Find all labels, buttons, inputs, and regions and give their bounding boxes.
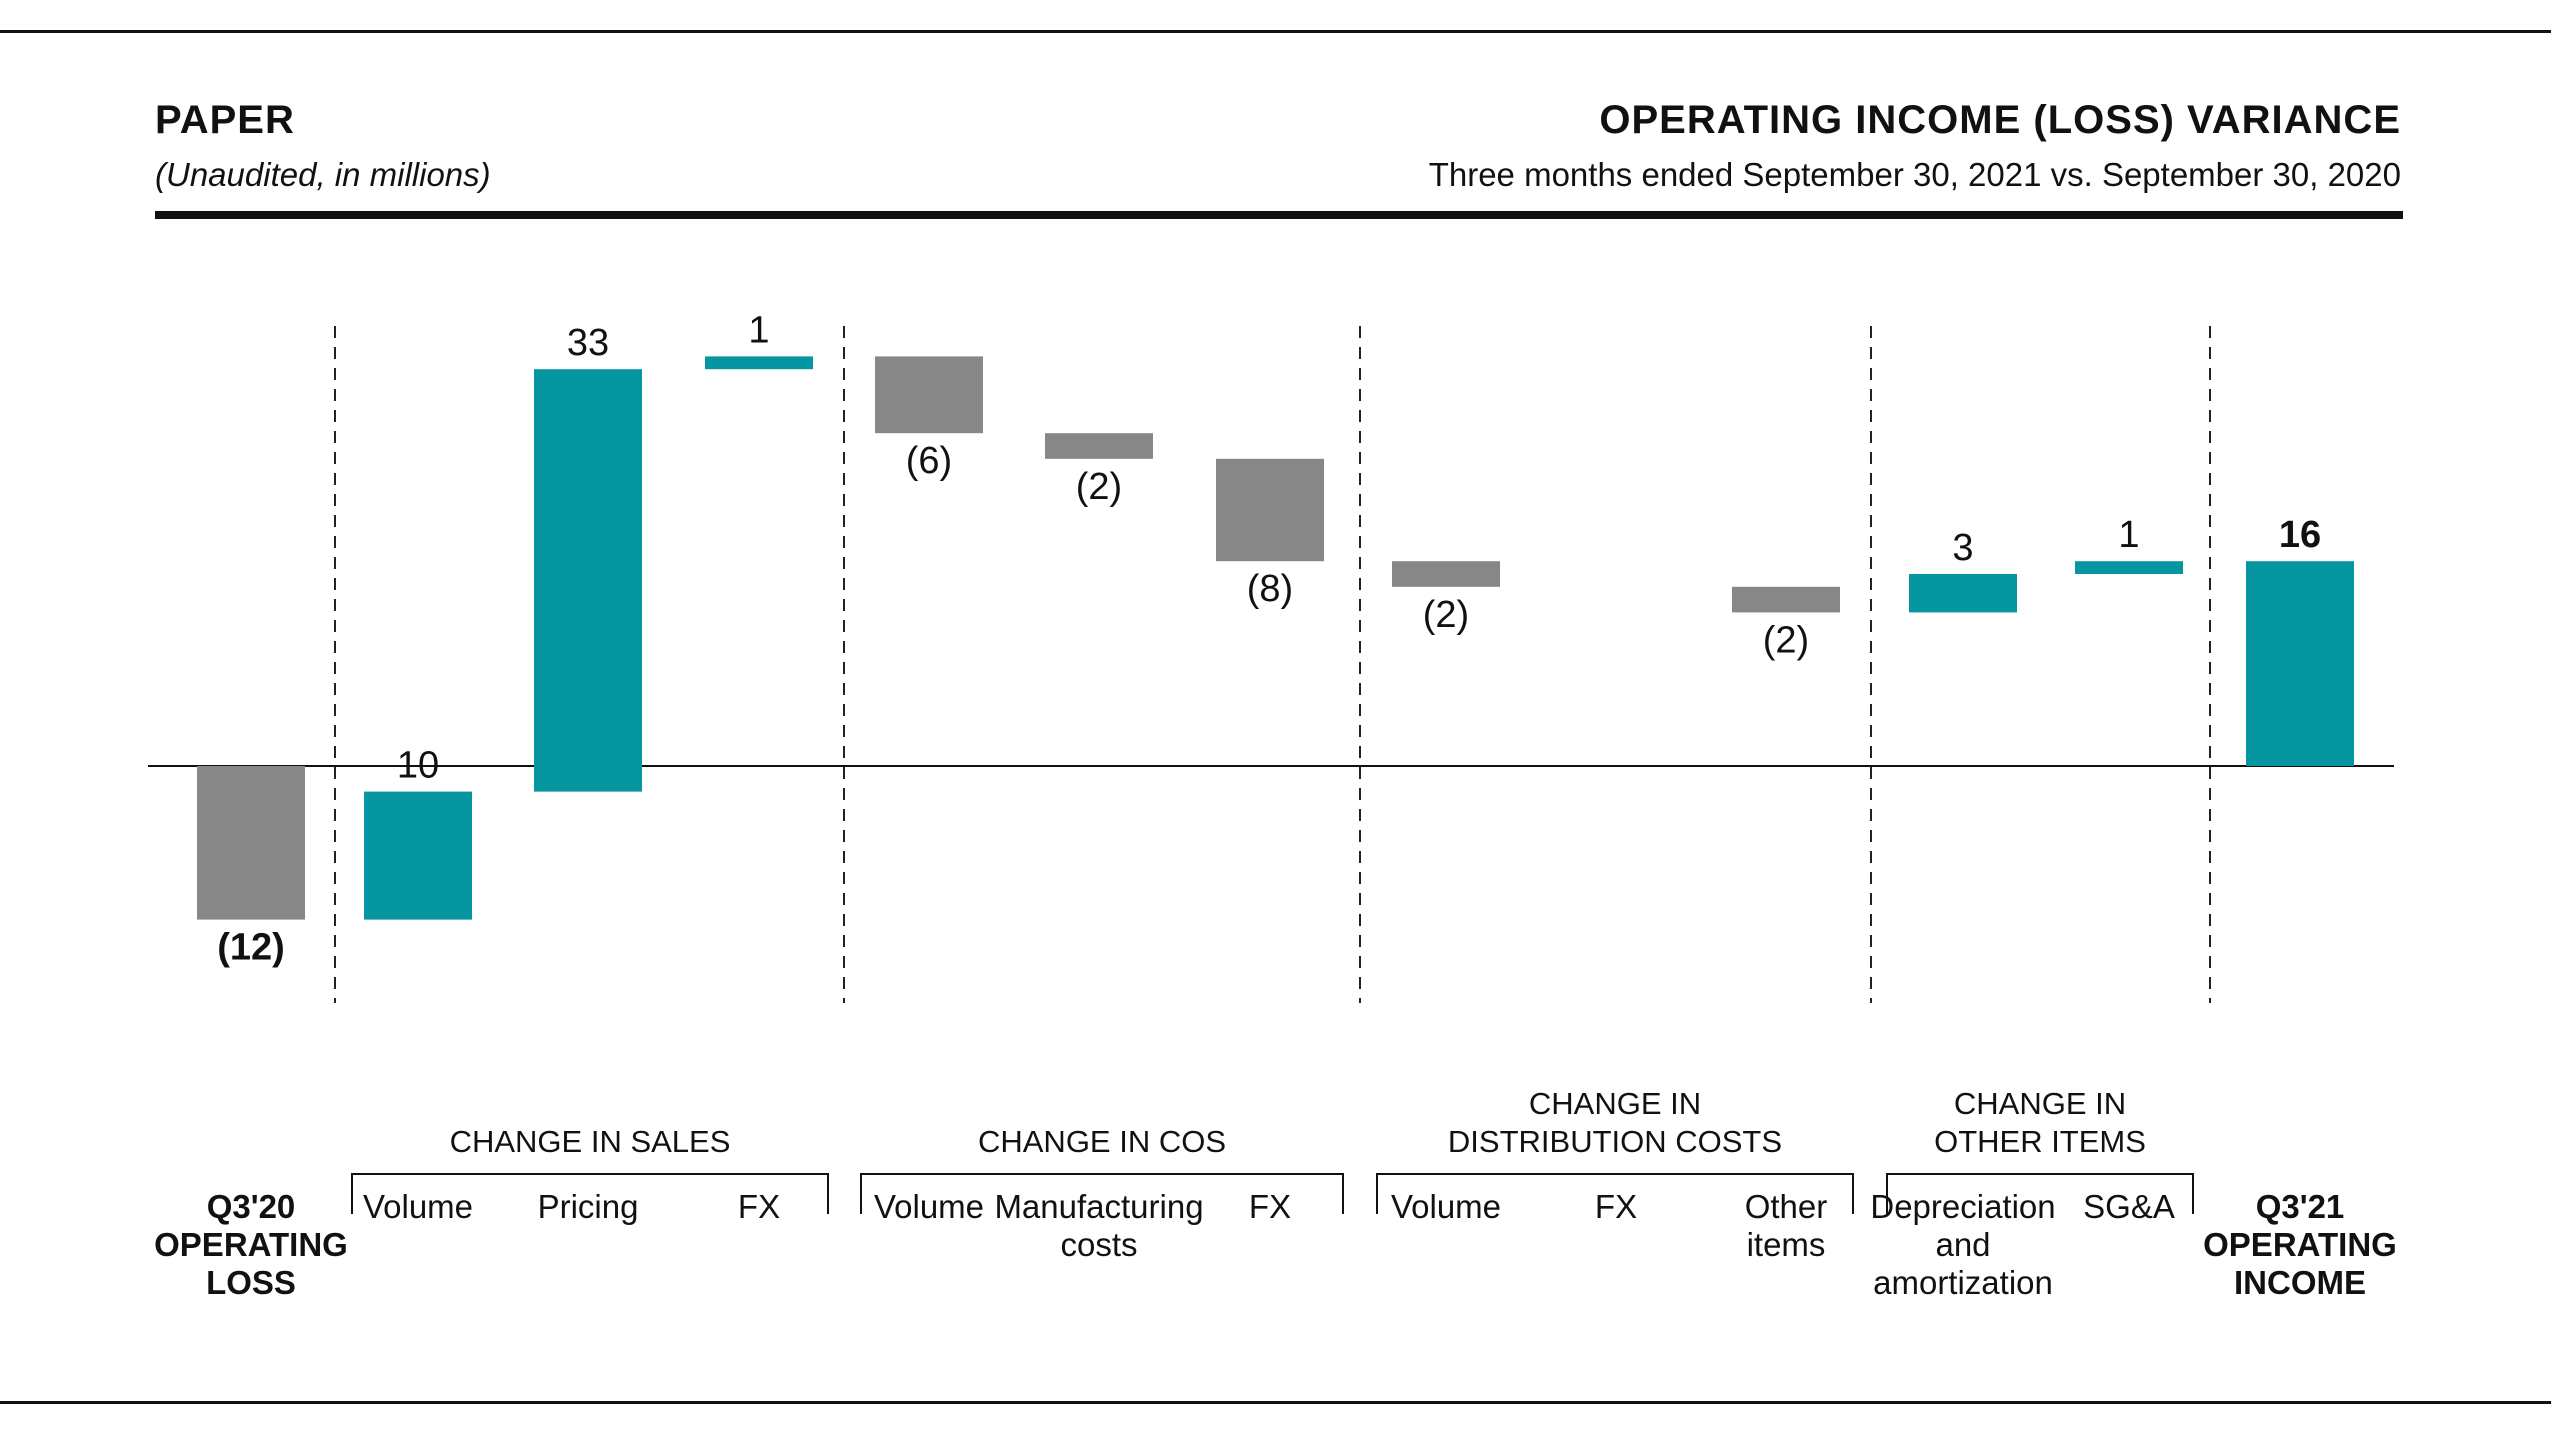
bar-6 — [1216, 458, 1324, 562]
bar-3 — [705, 356, 813, 370]
category-label-3-0: FX — [738, 1188, 780, 1225]
category-label-4-0: Volume — [874, 1188, 984, 1225]
category-label-10-2: amortization — [1873, 1264, 2053, 1301]
bar-1 — [364, 791, 472, 920]
bar-12 — [2246, 561, 2354, 766]
group-bracket-1 — [860, 1173, 1344, 1214]
bar-4 — [875, 356, 983, 434]
value-label-0: (12) — [217, 927, 285, 969]
category-label-5-1: costs — [1060, 1226, 1137, 1263]
category-label-12-1: OPERATING — [2203, 1226, 2397, 1263]
group-label-2-1: DISTRIBUTION COSTS — [1448, 1124, 1782, 1159]
bar-11 — [2075, 561, 2183, 574]
category-label-5-0: Manufacturing — [994, 1188, 1203, 1225]
value-label-12: 16 — [2279, 514, 2321, 556]
category-label-1-0: Volume — [363, 1188, 473, 1225]
bar-2 — [534, 369, 642, 792]
group-bracket-2 — [1376, 1173, 1854, 1214]
group-label-0-0: CHANGE IN SALES — [450, 1124, 731, 1159]
bar-0 — [197, 766, 305, 920]
value-label-5: (2) — [1076, 466, 1122, 508]
bar-9 — [1732, 586, 1840, 613]
category-label-0-0: Q3'20 — [207, 1188, 296, 1225]
group-separators — [334, 326, 2211, 1003]
category-label-0-2: LOSS — [206, 1264, 296, 1301]
category-label-7-0: Volume — [1391, 1188, 1501, 1225]
group-label-1-0: CHANGE IN COS — [978, 1124, 1226, 1159]
category-label-6-0: FX — [1249, 1188, 1291, 1225]
bars-layer — [197, 356, 2354, 920]
value-label-2: 33 — [567, 322, 609, 364]
category-label-9-1: items — [1747, 1226, 1826, 1263]
bottom-border-rule — [0, 1401, 2551, 1404]
value-label-11: 1 — [2118, 514, 2139, 556]
value-label-10: 3 — [1952, 527, 1973, 569]
category-label-9-0: Other — [1745, 1188, 1828, 1225]
category-label-11-0: SG&A — [2083, 1188, 2175, 1225]
bar-5 — [1045, 433, 1153, 459]
category-label-12-0: Q3'21 — [2256, 1188, 2345, 1225]
category-label-10-0: Depreciation — [1870, 1188, 2055, 1225]
category-label-8-0: FX — [1595, 1188, 1637, 1225]
value-label-1: 10 — [397, 745, 439, 787]
group-bracket-3 — [1886, 1173, 2194, 1214]
category-label-0-1: OPERATING — [154, 1226, 348, 1263]
header-divider — [155, 211, 2403, 219]
top-border-rule — [0, 30, 2551, 33]
value-label-7: (2) — [1423, 594, 1469, 636]
units-note: (Unaudited, in millions) — [155, 156, 491, 193]
value-label-9: (2) — [1763, 619, 1809, 661]
bar-7 — [1392, 561, 1500, 587]
bar-10 — [1909, 574, 2017, 613]
value-label-3: 1 — [748, 309, 769, 351]
group-label-2-0: CHANGE IN — [1529, 1086, 1701, 1121]
chart-subtitle: Three months ended September 30, 2021 vs… — [1428, 156, 2401, 193]
chart-title: OPERATING INCOME (LOSS) VARIANCE — [1599, 98, 2401, 142]
group-bracket-0 — [351, 1173, 829, 1214]
value-label-4: (6) — [906, 440, 952, 482]
category-label-10-1: and — [1935, 1226, 1990, 1263]
category-label-12-2: INCOME — [2234, 1264, 2366, 1301]
group-label-3-0: CHANGE IN — [1954, 1086, 2126, 1121]
value-label-6: (8) — [1247, 568, 1293, 610]
value-labels-layer: (12) 10 33 1 (6) (2) (8) (2) (2) 3 1 16 — [217, 309, 2321, 968]
segment-title: PAPER — [155, 98, 295, 142]
group-label-3-1: OTHER ITEMS — [1934, 1124, 2146, 1159]
category-label-2-0: Pricing — [538, 1188, 639, 1225]
